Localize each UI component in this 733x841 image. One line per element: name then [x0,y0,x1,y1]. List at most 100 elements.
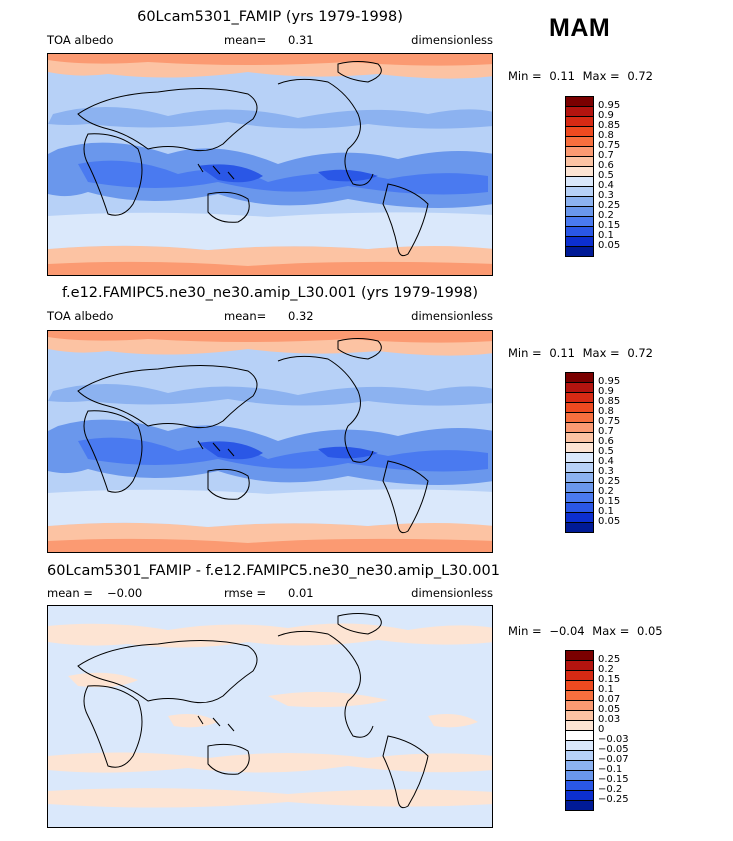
colorbar-tick-label: −0.07 [598,754,629,765]
colorbar-tick-label: 0.1 [598,230,614,241]
australia-coast [207,743,250,775]
colorbar-tick-label: 0.07 [598,694,621,705]
colorbar-tick-label: 0.25 [598,654,621,665]
subtropical-low-albedo-zone [78,437,488,472]
arctic-core-zone [48,54,492,66]
albedo-map [47,53,493,276]
mean-value: 0.32 [288,309,314,323]
colorbar-tick-label: 0.95 [598,376,621,387]
min-max-readout: Min = −0.04 Max = 0.05 [508,624,667,638]
panel-title: f.e12.FAMIPC5.ne30_ne30.amip_L30.001 (yr… [61,285,478,301]
colorbar-tick-label: −0.2 [598,784,623,795]
min-value: 0.11 [549,69,575,83]
colorbar-tick-label: −0.03 [598,734,629,745]
min-label: Min = [508,346,542,360]
antarctic-core-zone [48,538,492,552]
difference-map-svg [48,606,492,827]
northern-midlatitude-zone [48,106,492,129]
africa-coast [83,685,143,768]
maritime-continent-coast [197,163,235,180]
maritime-continent-coast [197,715,235,732]
colorbar-tick-label: 0.15 [598,220,621,231]
max-label: Max = [582,346,620,360]
africa-coast [83,133,143,216]
min-value: −0.04 [549,624,585,638]
australia-coast [207,191,250,223]
mean-value: −0.00 [107,586,143,600]
units-label: dimensionless [411,33,493,47]
max-value: 0.72 [627,69,653,83]
colorbar-tick-label: 0.05 [598,240,621,251]
colorbar-tick-label: 0.8 [598,130,614,141]
colorbar-tick-label: 0.9 [598,110,614,121]
warm-pool-min-zone [198,441,263,460]
colorbar-swatch [565,522,594,533]
colorbar-tick-label: 0.03 [598,714,621,725]
mean-label: mean= [224,33,267,47]
eurasia-coast [77,87,258,152]
difference-map [47,605,493,828]
mean-label: mean = [47,586,93,600]
variable-label: TOA albedo [47,33,114,47]
colorbar-tick-label: 0.05 [598,516,621,527]
min-label: Min = [508,624,542,638]
colorbar-tick-label: 0.4 [598,180,614,191]
eurasia-coast [77,364,258,429]
coastlines [77,338,429,534]
greenland-coast [337,613,382,635]
maritime-continent-coast [197,440,235,457]
colorbar-tick-label: 0.25 [598,200,621,211]
south-america-coast [382,460,429,534]
north-america-coast [277,355,374,463]
variable-label: TOA albedo [47,309,114,323]
colorbar-tick-label: 0.85 [598,120,621,131]
colorbar-tick-label: 0.2 [598,210,614,221]
greenland-coast [337,338,382,360]
southern-ocean-band [48,212,492,250]
positive-anomaly-patch [428,714,478,728]
panel-title: 60Lcam5301_FAMIP (yrs 1979-1998) [137,9,403,25]
colorbar-tick-label: 0.95 [598,100,621,111]
colorbar-tick-label: 0.3 [598,190,614,201]
northern-midlatitude-zone [48,383,492,406]
min-label: Min = [508,69,542,83]
tropical-ocean-zone [48,142,492,208]
colorbar-tick-label: 0 [598,724,605,735]
min-value: 0.11 [549,346,575,360]
greenland-coast [337,61,382,83]
mean-value: 0.31 [288,33,314,47]
tropical-ocean-zone [48,419,492,485]
units-label: dimensionless [411,586,493,600]
eurasia-coast [77,639,258,704]
colorbar-tick-label: 0.05 [598,704,621,715]
colorbar-tick-label: −0.1 [598,764,623,775]
colorbar-tick-label: 0.6 [598,436,614,447]
colorbar-tick-label: 0.8 [598,406,614,417]
colorbar-tick-label: 0.6 [598,160,614,171]
albedo-map-svg [48,331,492,552]
colorbar-tick-label: −0.25 [598,794,629,805]
min-max-readout: Min = 0.11 Max = 0.72 [508,69,657,83]
colorbar-tick-label: 0.5 [598,170,614,181]
season-label: MAM [549,14,611,42]
north-america-coast [277,630,374,738]
panel-subtitle: TOA albedo mean= 0.32 dimensionless [47,309,493,323]
south-america-coast [382,735,429,809]
colorbar-tick-label: 0.2 [598,486,614,497]
min-max-readout: Min = 0.11 Max = 0.72 [508,346,657,360]
albedo-map [47,330,493,553]
south-america-coast [382,183,429,257]
africa-coast [83,410,143,493]
colorbar-tick-label: 0.15 [598,496,621,507]
panel-title: 60Lcam5301_FAMIP - f.e12.FAMIPC5.ne30_ne… [47,563,500,579]
colorbar-tick-label: −0.05 [598,744,629,755]
colorbar-tick-label: 0.4 [598,456,614,467]
max-label: Max = [582,69,620,83]
colorbar-tick-label: 0.75 [598,416,621,427]
albedo-map-svg [48,54,492,275]
colorbar-tick-label: 0.25 [598,476,621,487]
colorbar-tick-label: −0.15 [598,774,629,785]
units-label: dimensionless [411,309,493,323]
positive-anomaly-patch [168,714,218,728]
panel-subtitle: mean = −0.00 rmse = 0.01 dimensionless [47,586,493,600]
